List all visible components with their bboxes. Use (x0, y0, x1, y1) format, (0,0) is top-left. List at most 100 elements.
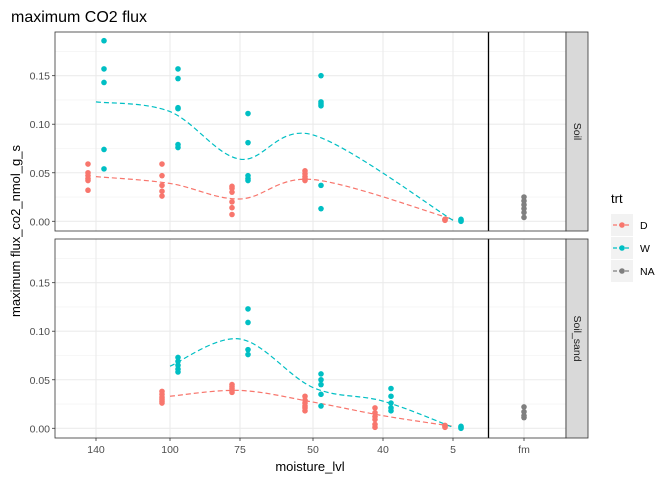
data-point-w (318, 376, 324, 383)
facet-strip-label: Soil (571, 123, 583, 141)
chart-title: maximum CO2 flux (11, 9, 147, 26)
data-point-d (302, 393, 308, 400)
data-point-w (175, 75, 181, 82)
legend-key-point (619, 245, 625, 251)
data-point-w (318, 205, 324, 212)
legend-title: trt (611, 191, 623, 206)
data-point-na (521, 404, 527, 410)
data-point-w (101, 37, 107, 44)
x-tick-label: 140 (87, 444, 105, 456)
data-point-d (372, 409, 378, 416)
data-point-w (175, 369, 181, 375)
data-point-d (85, 177, 91, 184)
data-point-w (245, 351, 251, 358)
data-point-w (245, 177, 251, 184)
x-tick-label: fm (518, 444, 530, 456)
data-point-d (85, 187, 91, 194)
y-tick-label: 0.15 (30, 71, 51, 83)
data-point-na (521, 414, 527, 421)
data-point-d (229, 185, 235, 192)
legend-item-label: W (640, 243, 650, 255)
data-point-d (442, 217, 448, 224)
facet-strip (565, 238, 589, 439)
data-point-d (159, 161, 165, 167)
trend-line-d (95, 176, 454, 220)
data-point-na (521, 194, 527, 200)
data-point-w (318, 72, 324, 79)
data-point-d (159, 188, 165, 194)
data-point-d (372, 416, 378, 423)
data-point-w (458, 425, 464, 432)
data-point-d (85, 161, 91, 167)
data-point-d (229, 211, 235, 218)
data-point-w (101, 146, 107, 153)
x-tick-label: 100 (161, 444, 179, 456)
y-axis-title: maximum flux_co2_nmol_g_s (8, 145, 23, 317)
data-point-d (302, 177, 308, 184)
data-point-w (245, 306, 251, 312)
data-point-w (245, 346, 251, 353)
data-point-w (318, 371, 324, 377)
data-point-d (159, 193, 165, 199)
facet-strip-label: Soil_sand (571, 315, 583, 361)
y-tick-label: 0.00 (30, 216, 51, 228)
data-point-na (521, 198, 527, 204)
data-point-na (521, 205, 527, 212)
data-point-w (175, 144, 181, 151)
x-tick-label: 5 (450, 444, 456, 456)
facet-panel-soil: 0.00 0.05 0.10 0.15 Soil (30, 31, 589, 232)
legend-item-label: NA (640, 266, 655, 278)
data-point-d (372, 424, 378, 431)
data-point-d (442, 424, 448, 431)
data-point-w (101, 166, 107, 172)
data-point-na (521, 214, 527, 221)
data-point-na (521, 209, 527, 216)
data-point-w (458, 218, 464, 225)
data-point-w (318, 102, 324, 109)
data-point-w (101, 79, 107, 86)
data-point-w (318, 391, 324, 398)
trend-line-w (169, 338, 454, 428)
data-point-w (245, 319, 251, 326)
y-tick-label: 0.05 (30, 375, 51, 387)
data-point-na (521, 408, 527, 415)
data-point-w (318, 182, 324, 189)
y-tick-label: 0.10 (30, 326, 51, 338)
data-point-d (229, 204, 235, 211)
data-point-w (388, 408, 394, 414)
x-tick-label: 75 (234, 444, 246, 456)
facet-panel-soil-sand: 0.00 0.05 0.10 0.15 Soil_sand (30, 238, 589, 439)
data-point-d (229, 199, 235, 205)
data-point-w (245, 110, 251, 117)
data-point-d (302, 408, 308, 414)
data-point-w (175, 362, 181, 368)
x-tick-label: 40 (377, 444, 389, 456)
legend-key-point (619, 222, 625, 228)
data-point-w (388, 393, 394, 400)
data-point-w (318, 381, 324, 388)
data-point-w (175, 354, 181, 361)
facet-strip (565, 31, 589, 232)
data-point-d (229, 389, 235, 396)
data-point-na (521, 201, 527, 208)
data-point-w (245, 139, 251, 146)
x-axis-title: moisture_lvl (275, 459, 344, 474)
legend-item-label: D (640, 220, 648, 232)
panel-background (55, 32, 566, 231)
y-tick-label: 0.10 (30, 119, 51, 131)
data-point-d (159, 172, 165, 179)
data-point-d (372, 405, 378, 411)
y-tick-label: 0.05 (30, 168, 51, 180)
data-point-d (159, 400, 165, 406)
y-tick-label: 0.00 (30, 423, 51, 435)
trend-line-d (169, 389, 454, 427)
x-tick-label: 50 (307, 444, 319, 456)
data-point-w (318, 403, 324, 409)
trend-line-w (95, 101, 454, 221)
data-point-w (175, 358, 181, 365)
data-point-d (159, 182, 165, 189)
data-point-w (101, 66, 107, 72)
data-point-w (388, 400, 394, 406)
panel-background (55, 239, 566, 438)
